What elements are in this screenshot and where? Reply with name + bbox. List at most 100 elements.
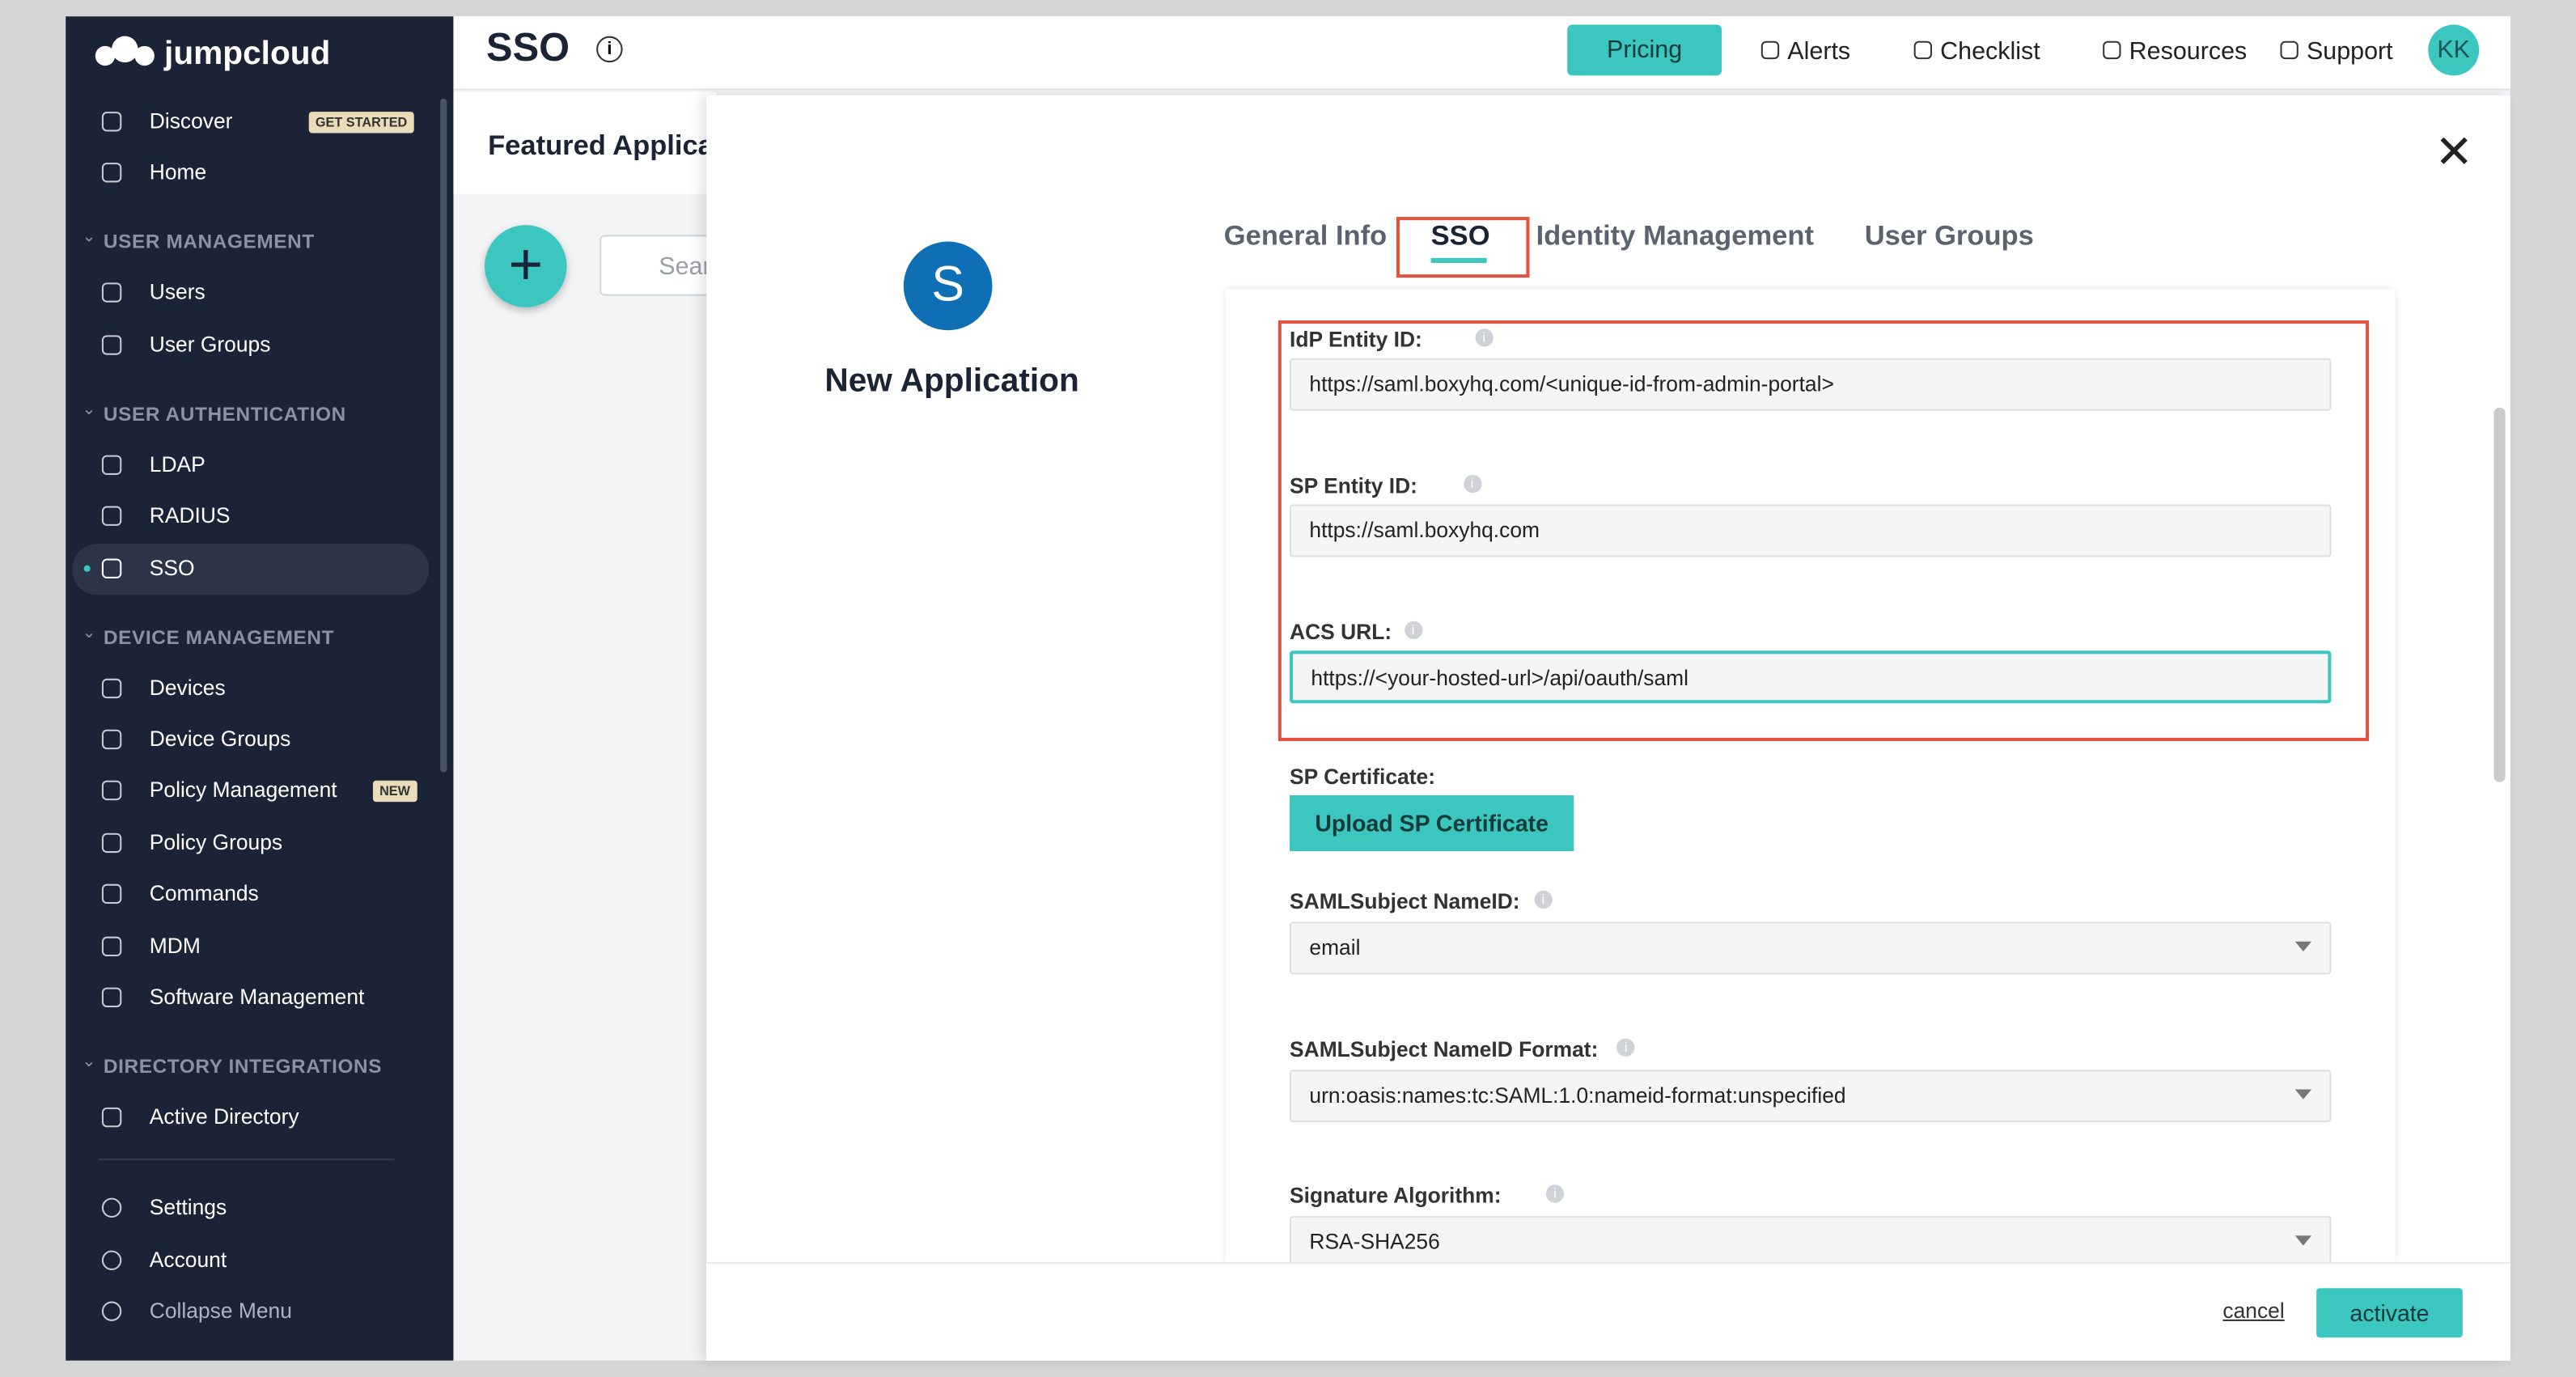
nav-item[interactable]: Collapse Menu — [149, 1298, 292, 1323]
upload-button[interactable]: Upload SP Certificate — [1290, 795, 1574, 852]
tab[interactable]: SSO — [1430, 220, 1490, 252]
header-link[interactable]: Alerts — [1787, 37, 1851, 66]
nav-item[interactable]: Device Groups — [149, 726, 291, 752]
sidebar — [66, 16, 454, 1361]
tab[interactable]: User Groups — [1864, 220, 2034, 252]
nav-icon — [101, 557, 122, 578]
page-title: SSO — [486, 26, 570, 71]
info-icon[interactable]: i — [1616, 1037, 1635, 1056]
nav-item[interactable]: SSO — [149, 554, 195, 580]
nav-item[interactable]: LDAP — [149, 451, 205, 477]
modal-footer — [706, 1261, 2510, 1361]
nav-item[interactable]: Policy Groups — [149, 829, 283, 854]
nav-icon — [101, 884, 122, 905]
field-label: SP Entity ID: — [1290, 472, 1417, 498]
nav-icon — [101, 781, 122, 801]
select-input[interactable] — [1290, 1069, 2332, 1122]
nav-item[interactable]: Commands — [149, 880, 259, 906]
nav-icon — [101, 729, 122, 750]
select-arrow — [2294, 1235, 2312, 1246]
avatar[interactable]: KK — [2428, 24, 2480, 76]
modal-scrollbar — [2493, 407, 2506, 782]
highlight-tab — [1396, 217, 1530, 278]
divider — [98, 1158, 395, 1160]
section-chevron: ⌄ — [82, 1053, 96, 1072]
nav-item[interactable]: MDM — [149, 932, 201, 958]
nav-item[interactable]: Devices — [149, 674, 226, 700]
section-chevron: ⌄ — [82, 229, 96, 248]
info-icon[interactable]: i — [1463, 474, 1481, 494]
select-input[interactable] — [1290, 922, 2332, 975]
active-dot — [83, 564, 91, 571]
select-arrow — [2294, 1088, 2312, 1099]
header-icon — [2280, 40, 2298, 60]
tab-underline — [1430, 257, 1487, 263]
activate-button[interactable]: activate — [2316, 1288, 2463, 1338]
section-title[interactable]: USER MANAGEMENT — [103, 231, 315, 254]
select-value: RSA-SHA256 — [1309, 1229, 1440, 1254]
brand: jumpcloud — [164, 36, 331, 73]
header — [453, 16, 2510, 91]
section-chevron: ⌄ — [82, 400, 96, 419]
header-icon — [2103, 40, 2121, 60]
nav-item[interactable]: Active Directory — [149, 1104, 299, 1129]
nav-item[interactable]: Users — [149, 280, 205, 305]
nav-item[interactable]: Discover — [149, 108, 233, 133]
section-chevron: ⌄ — [82, 623, 96, 642]
nav-icon — [101, 1301, 122, 1321]
nav-item[interactable]: Software Management — [149, 984, 365, 1010]
nav-icon — [101, 506, 122, 527]
nav-icon — [101, 833, 122, 853]
section-title[interactable]: USER AUTHENTICATION — [103, 402, 346, 426]
nav-icon — [101, 987, 122, 1008]
pricing-button[interactable]: Pricing — [1567, 24, 1722, 76]
nav-icon — [101, 334, 122, 355]
info-icon[interactable]: i — [596, 36, 623, 63]
highlight-fields — [1277, 320, 2370, 741]
info-icon[interactable]: i — [1475, 328, 1493, 347]
text-input[interactable]: https://<your-hosted-url>/api/oauth/saml — [1290, 650, 2332, 704]
nav-item[interactable]: Policy Management — [149, 777, 337, 803]
cancel-link[interactable]: cancel — [2222, 1298, 2285, 1323]
app-name: New Application — [824, 362, 1079, 400]
section-title[interactable]: DIRECTORY INTEGRATIONS — [103, 1054, 383, 1078]
nav-icon — [101, 283, 122, 303]
add-button[interactable]: + — [485, 225, 567, 307]
field-label: IdP Entity ID: — [1290, 327, 1422, 352]
info-icon[interactable]: i — [1404, 621, 1422, 640]
nav-item[interactable]: Account — [149, 1246, 227, 1271]
nav-item[interactable]: Home — [149, 159, 207, 185]
nav-icon — [101, 1249, 122, 1269]
nav-item[interactable]: Settings — [149, 1194, 227, 1220]
select-value: email — [1309, 934, 1361, 960]
select-arrow — [2294, 941, 2312, 951]
scrollbar — [440, 98, 447, 773]
page-heading-bar — [453, 91, 717, 194]
header-icon — [1760, 40, 1780, 60]
nav-badge: GET STARTED — [308, 112, 414, 133]
nav-item[interactable]: User Groups — [149, 331, 271, 357]
field-label: SAMLSubject NameID Format: — [1290, 1036, 1599, 1061]
field-label: SP Certificate: — [1290, 764, 1436, 789]
field-label: Signature Algorithm: — [1290, 1183, 1502, 1208]
tab[interactable]: Identity Management — [1536, 220, 1814, 252]
field-label: ACS URL: — [1290, 619, 1392, 645]
nav-icon — [101, 455, 122, 475]
header-link[interactable]: Checklist — [1940, 37, 2040, 66]
info-icon[interactable]: i — [1534, 890, 1553, 909]
tab[interactable]: General Info — [1223, 220, 1388, 252]
text-input[interactable]: https://saml.boxyhq.com — [1290, 504, 2332, 557]
nav-item[interactable]: RADIUS — [149, 502, 231, 528]
info-icon[interactable]: i — [1545, 1184, 1565, 1203]
header-link[interactable]: Resources — [2129, 37, 2248, 66]
select-input[interactable] — [1290, 1215, 2332, 1269]
section-title[interactable]: DEVICE MANAGEMENT — [103, 625, 335, 649]
nav-icon — [101, 112, 122, 132]
active-item — [72, 543, 429, 595]
close-button[interactable]: ✕ — [2434, 126, 2474, 178]
text-input[interactable]: https://saml.boxyhq.com/<unique-id-from-… — [1290, 358, 2332, 411]
header-link[interactable]: Support — [2306, 37, 2393, 66]
nav-icon — [101, 935, 122, 956]
